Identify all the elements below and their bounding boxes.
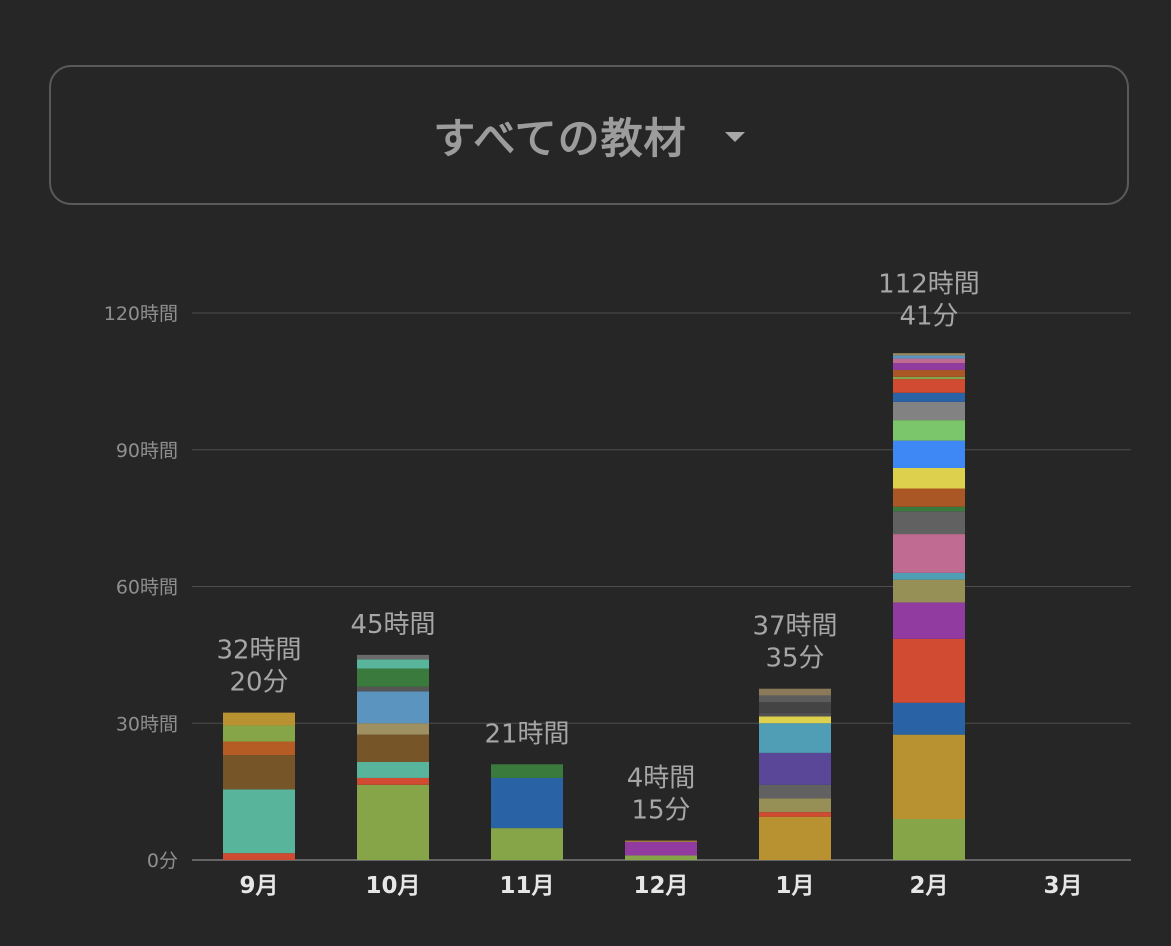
bar-total-label: 35分	[765, 644, 824, 674]
x-tick-label: 11月	[499, 873, 554, 899]
x-tick-label: 2月	[909, 873, 948, 899]
bar-segment	[759, 784, 831, 799]
x-axis-ticks: 9月 10月 11月 12月 1月 2月 3月	[239, 873, 1082, 899]
bar-segment	[491, 828, 563, 860]
y-axis-ticks: 0分 30時間 60時間 90時間 120時間	[104, 303, 178, 872]
bar-segment	[893, 506, 965, 512]
bar-total-label: 41分	[899, 301, 958, 331]
bar-stack	[893, 353, 965, 860]
bar-segment	[625, 840, 697, 842]
bar-segment	[491, 764, 563, 778]
bars	[223, 353, 965, 860]
bar-segment	[357, 734, 429, 762]
bar-segment	[893, 369, 965, 377]
bar-segment	[893, 379, 965, 393]
bar-segment	[223, 789, 295, 854]
bar-stack	[625, 840, 697, 860]
bar-segment	[893, 440, 965, 468]
bar-segment	[893, 401, 965, 421]
bar-total-label: 37時間	[752, 612, 837, 642]
y-tick-label: 120時間	[104, 303, 178, 325]
bar-segment	[759, 723, 831, 753]
bar-segment	[893, 467, 965, 489]
bar-segment	[759, 695, 831, 703]
bar-segment	[759, 716, 831, 724]
bar-stack	[759, 688, 831, 860]
y-tick-label: 90時間	[116, 440, 178, 462]
bar-segment	[893, 534, 965, 573]
bar-segment	[491, 777, 563, 829]
y-tick-label: 0分	[147, 850, 178, 872]
bar-segment	[223, 725, 295, 742]
bar-segment	[357, 761, 429, 778]
bar-stack	[491, 764, 563, 860]
bar-segment	[893, 355, 965, 359]
bar-segment	[357, 784, 429, 860]
bar-segment	[357, 668, 429, 687]
bar-segment	[893, 376, 965, 380]
y-tick-label: 30時間	[116, 713, 178, 735]
bar-segment	[893, 420, 965, 441]
bar-segment	[357, 686, 429, 692]
y-tick-label: 60時間	[116, 577, 178, 599]
bar-segment	[223, 853, 295, 860]
bar-total-label: 21時間	[484, 719, 569, 749]
textbook-filter-label: すべての教材	[433, 113, 687, 163]
bar-segment	[223, 741, 295, 756]
bar-segment	[893, 511, 965, 535]
bar-segment	[357, 659, 429, 669]
bar-segment	[759, 798, 831, 813]
x-tick-label: 12月	[633, 873, 688, 899]
bar-segment	[759, 816, 831, 860]
bar-segment	[893, 702, 965, 735]
bar-total-label: 112時間	[878, 269, 980, 299]
x-tick-label: 9月	[239, 873, 278, 899]
bar-segment	[893, 358, 965, 364]
bar-segment	[357, 654, 429, 660]
bar-segment	[893, 392, 965, 402]
bar-segment	[893, 818, 965, 860]
bar-segment	[759, 712, 831, 717]
bar-segment	[357, 723, 429, 735]
bar-segment	[625, 841, 697, 856]
bar-segment	[759, 812, 831, 817]
bar-segment	[893, 572, 965, 580]
bar-segment	[893, 638, 965, 703]
bar-segment	[893, 734, 965, 819]
bar-segment	[357, 777, 429, 785]
bar-total-label: 20分	[229, 668, 288, 698]
bar-total-label: 32時間	[216, 636, 301, 666]
bar-segment	[759, 702, 831, 713]
bar-segment	[893, 579, 965, 603]
bar-segment	[223, 755, 295, 790]
bar-total-label: 45時間	[350, 610, 435, 640]
bar-segment	[893, 488, 965, 507]
x-tick-label: 3月	[1043, 873, 1082, 899]
bar-total-label: 15分	[631, 796, 690, 826]
textbook-filter-dropdown[interactable]: すべての教材	[49, 65, 1129, 205]
bar-segment	[625, 855, 697, 860]
bar-segment	[893, 363, 965, 370]
bar-stack	[357, 654, 429, 860]
bar-segment	[893, 353, 965, 356]
bar-total-label: 4時間	[627, 764, 696, 794]
x-tick-label: 10月	[365, 873, 420, 899]
caret-down-icon	[724, 132, 745, 142]
bar-segment	[759, 688, 831, 696]
x-tick-label: 1月	[775, 873, 814, 899]
bar-stack	[223, 712, 295, 860]
bar-segment	[223, 712, 295, 726]
bar-segment	[759, 752, 831, 785]
bar-segment	[893, 602, 965, 639]
bar-segment	[357, 691, 429, 724]
